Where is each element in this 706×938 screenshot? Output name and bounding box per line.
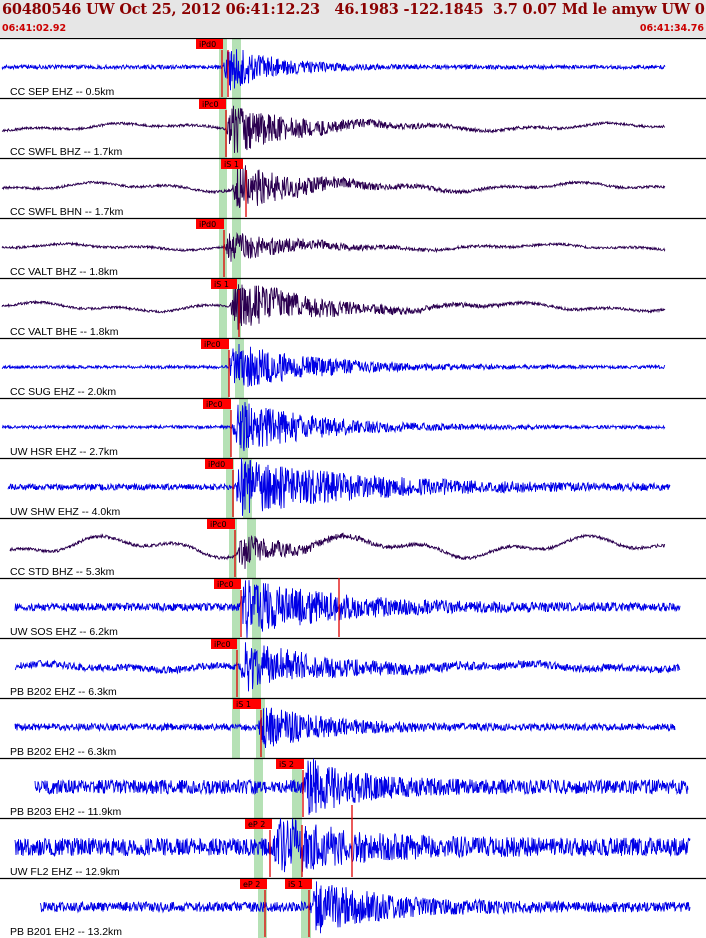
pick-flag-label: iPd0	[199, 40, 216, 49]
trace-panel[interactable]: iPc0 CC SWFL BHZ -- 1.7km	[0, 97, 706, 159]
pick-flag-label: iPc0	[217, 580, 234, 589]
waveform	[14, 642, 681, 692]
pick-flag[interactable]	[233, 699, 261, 709]
station-label: PB B202 EH2 -- 6.3km	[10, 746, 116, 758]
waveform	[39, 881, 691, 934]
station-label: UW HSR EHZ -- 2.7km	[10, 446, 118, 458]
arrival-window-band	[229, 519, 237, 578]
pick-flag-label: iS 1	[288, 880, 303, 889]
arrival-window-band	[232, 219, 241, 278]
station-label: CC SWFL BHZ -- 1.7km	[10, 146, 122, 158]
pick-flag[interactable]	[245, 819, 272, 829]
arrival-window-band	[292, 819, 302, 878]
arrival-window-band	[254, 759, 263, 818]
arrival-window-band	[219, 279, 227, 338]
station-label: UW SHW EHZ -- 4.0km	[10, 506, 120, 518]
pick-flag-label: iS 1	[224, 160, 239, 169]
pick-flag-label: eP 2	[243, 880, 260, 889]
trace-panel[interactable]: iS 1 CC VALT BHE -- 1.8km	[0, 277, 706, 339]
waveform	[1, 402, 666, 452]
arrival-window-band	[219, 39, 227, 98]
trace-panel[interactable]: iPc0 UW HSR EHZ -- 2.7km	[0, 397, 706, 459]
station-label: CC VALT BHZ -- 1.8km	[10, 266, 118, 278]
waveform	[9, 532, 666, 569]
waveform	[14, 707, 676, 749]
waveform	[7, 458, 671, 516]
arrival-window-band	[247, 519, 256, 578]
waveform	[14, 580, 681, 638]
end-time-label: 06:41:34.76	[639, 23, 704, 34]
station-label: CC SWFL BHN -- 1.7km	[10, 206, 124, 218]
pick-flag-label: eP 2	[248, 820, 265, 829]
pick-flag-label: iPd0	[199, 220, 216, 229]
waveform	[1, 105, 666, 154]
trace-panel[interactable]: iPd0 CC VALT BHZ -- 1.8km	[0, 217, 706, 279]
station-label: UW SOS EHZ -- 6.2km	[10, 626, 118, 638]
trace-panel[interactable]: iS 2 PB B203 EH2 -- 11.9km	[0, 757, 706, 819]
station-label: CC STD BHZ -- 5.3km	[10, 566, 115, 578]
trace-panel[interactable]: iPc0 PB B202 EHZ -- 6.3km	[0, 637, 706, 699]
arrival-window-band	[252, 639, 261, 698]
station-label: CC VALT BHE -- 1.8km	[10, 326, 119, 338]
pick-flag[interactable]	[207, 519, 235, 529]
station-label: PB B201 EH2 -- 13.2km	[10, 926, 122, 938]
arrival-window-band	[232, 699, 240, 758]
pick-flag[interactable]	[240, 879, 267, 889]
trace-panel[interactable]: iS 1 PB B202 EH2 -- 6.3km	[0, 697, 706, 759]
pick-flag-label: iPc0	[204, 340, 221, 349]
event-title: 60480546 UW Oct 25, 2012 06:41:12.23 46.…	[2, 1, 706, 18]
trace-panel[interactable]: iPd0 CC SEP EHZ -- 0.5km	[0, 38, 706, 99]
waveform	[1, 343, 666, 387]
start-time-label: 06:41:02.92	[2, 23, 67, 34]
pick-flag[interactable]	[205, 459, 233, 469]
trace-panel[interactable]: iPd0 UW SHW EHZ -- 4.0km	[0, 457, 706, 518]
pick-flag-label: iPd0	[208, 460, 225, 469]
pick-flag[interactable]	[211, 639, 237, 649]
pick-flag[interactable]	[221, 159, 243, 169]
trace-panel[interactable]: iPc0 CC STD BHZ -- 5.3km	[0, 517, 706, 579]
waveform	[34, 758, 689, 815]
arrival-window-band	[221, 339, 229, 398]
waveform	[1, 49, 666, 91]
trace-panel[interactable]: eP 2 UW FL2 EHZ -- 12.9km	[0, 805, 706, 878]
seismogram-plot[interactable]: iPd0 CC SEP EHZ -- 0.5km iPc0 CC SWFL BHZ -…	[0, 38, 706, 938]
station-label: PB B203 EH2 -- 11.9km	[10, 806, 122, 818]
waveform	[1, 165, 666, 208]
pick-flag-label: iPc0	[202, 100, 219, 109]
arrival-window-band	[232, 639, 240, 698]
pick-flag[interactable]	[214, 579, 241, 589]
pick-flag[interactable]	[211, 279, 237, 289]
waveform	[1, 283, 666, 330]
pick-flag[interactable]	[196, 219, 224, 229]
pick-flag[interactable]	[285, 879, 312, 889]
pick-flag-label: iPc0	[206, 400, 223, 409]
arrival-window-band	[219, 159, 227, 218]
pick-flag-label: iPc0	[214, 640, 231, 649]
trace-panel[interactable]: iPc0 CC SUG EHZ -- 2.0km	[0, 337, 706, 399]
waveform	[1, 231, 666, 262]
pick-flag-label: iS 1	[236, 700, 251, 709]
station-label: CC SUG EHZ -- 2.0km	[10, 386, 116, 398]
pick-flag[interactable]	[201, 339, 229, 349]
station-label: PB B202 EHZ -- 6.3km	[10, 686, 117, 698]
pick-flag-label: iS 2	[279, 760, 294, 769]
pick-flag[interactable]	[203, 399, 231, 409]
arrival-window-band	[252, 579, 261, 638]
trace-panel[interactable]: iPc0 UW SOS EHZ -- 6.2km	[0, 577, 706, 638]
arrival-window-band	[226, 459, 234, 518]
pick-flag[interactable]	[276, 759, 304, 769]
pick-flag[interactable]	[199, 99, 226, 109]
trace-panel[interactable]: iS 1 CC SWFL BHN -- 1.7km	[0, 157, 706, 219]
pick-flag-label: iS 1	[214, 280, 229, 289]
trace-panel[interactable]: eP 2 iS 1 PB B201 EH2 -- 13.2km	[0, 877, 706, 938]
event-header: 60480546 UW Oct 25, 2012 06:41:12.23 46.…	[0, 0, 706, 39]
pick-flag-label: iPc0	[210, 520, 227, 529]
station-label: CC SEP EHZ -- 0.5km	[10, 86, 114, 98]
pick-flag[interactable]	[196, 39, 223, 49]
station-label: UW FL2 EHZ -- 12.9km	[10, 866, 120, 878]
